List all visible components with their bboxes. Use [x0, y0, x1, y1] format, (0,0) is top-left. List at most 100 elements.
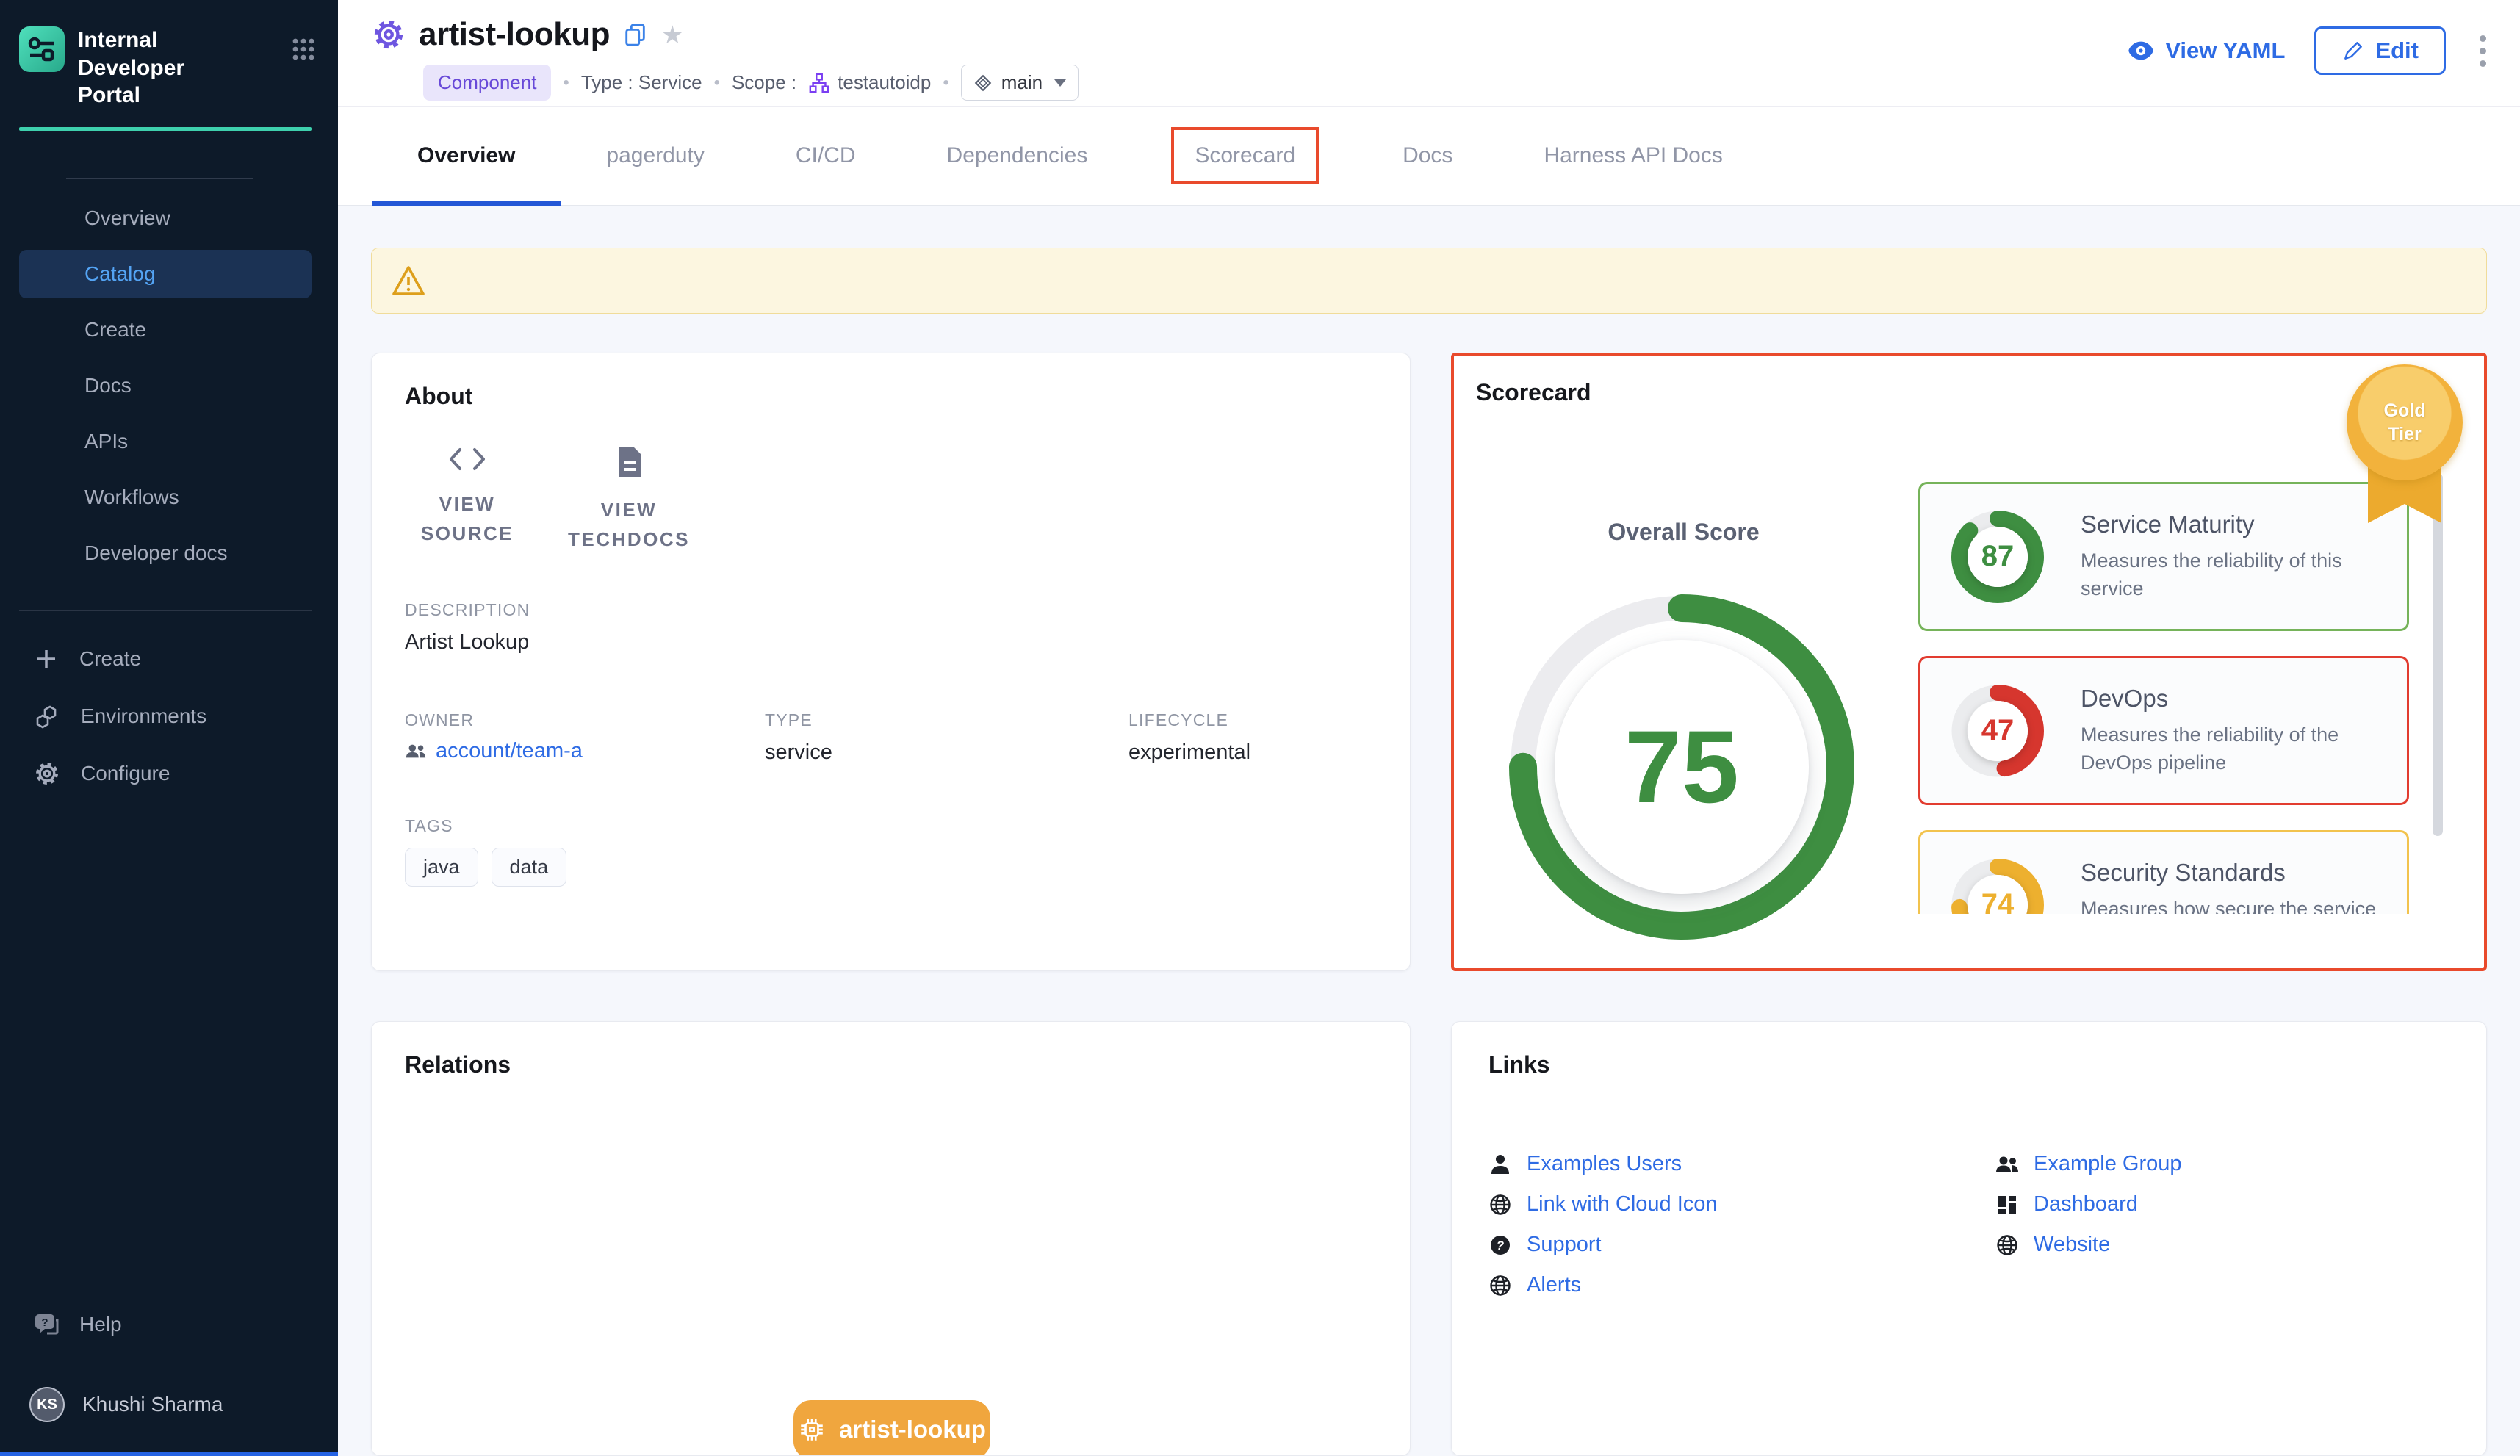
- sidebar-item-apis[interactable]: APIs: [84, 429, 129, 453]
- link-dashboard[interactable]: Dashboard: [1995, 1192, 2182, 1217]
- owner-link[interactable]: account/team-a: [405, 739, 765, 763]
- tags-label: TAGS: [405, 815, 453, 835]
- brand: Internal Developer Portal: [0, 0, 338, 109]
- sidebar-item-developer-docs[interactable]: Developer docs: [84, 541, 228, 564]
- plus-icon: [37, 649, 55, 668]
- security-standards-gauge: 74: [1943, 850, 2053, 914]
- svg-text:?: ?: [1497, 1239, 1505, 1253]
- view-source-button[interactable]: VIEW SOURCE: [405, 445, 530, 555]
- link-support[interactable]: ? Support: [1488, 1233, 1995, 1257]
- scorecard-checks-list: 87 Service Maturity Measures the reliabi…: [1918, 482, 2409, 914]
- tag-chip: data: [491, 847, 567, 887]
- link-examples-users[interactable]: Examples Users: [1488, 1152, 1995, 1176]
- more-options-kebab-icon[interactable]: [2475, 31, 2491, 71]
- sidebar-item-workflows[interactable]: Workflows: [84, 485, 179, 508]
- help-chat-icon: ?: [35, 1314, 59, 1335]
- user-icon: [1491, 1154, 1509, 1174]
- branch-value: main: [1001, 71, 1043, 93]
- description-value: Artist Lookup: [405, 630, 530, 654]
- tab-harness-api-docs[interactable]: Harness API Docs: [1544, 143, 1723, 167]
- kind-badge: Component: [423, 65, 552, 101]
- view-techdocs-button[interactable]: VIEW TECHDOCS: [566, 445, 691, 555]
- svg-text:?: ?: [41, 1316, 48, 1329]
- check-card-devops[interactable]: 47 DevOps Measures the reliability of th…: [1918, 656, 2409, 805]
- copy-icon[interactable]: [623, 22, 648, 47]
- links-card: Links Examples Users Link with Cloud Ico…: [1451, 1021, 2487, 1456]
- primary-nav: Overview Catalog Create Docs APIs Workfl…: [0, 190, 338, 581]
- sidebar: Internal Developer Portal Overview Catal…: [0, 0, 338, 1456]
- check-card-security-standards[interactable]: 74 Security Standards Measures how secur…: [1918, 830, 2409, 914]
- divider: [66, 177, 253, 179]
- brand-title: Internal Developer Portal: [78, 28, 185, 107]
- scorecard-card: Scorecard Overall Score 75: [1451, 353, 2487, 971]
- globe-icon: [1490, 1275, 1511, 1296]
- overall-score-gauge: 75: [1509, 594, 1854, 940]
- scope-label: Scope :: [731, 71, 797, 93]
- link-with-cloud-icon[interactable]: Link with Cloud Icon: [1488, 1192, 1995, 1217]
- dashboard-icon: [1998, 1195, 2016, 1214]
- links-title: Links: [1488, 1051, 1550, 1078]
- tab-docs[interactable]: Docs: [1403, 143, 1453, 167]
- help-icon: ?: [1491, 1235, 1510, 1255]
- apps-grid-icon[interactable]: [291, 37, 316, 62]
- tab-dependencies[interactable]: Dependencies: [946, 143, 1088, 167]
- link-website[interactable]: Website: [1995, 1233, 2182, 1257]
- edit-button[interactable]: Edit: [2314, 26, 2446, 75]
- group-icon: [406, 744, 426, 758]
- view-yaml-button[interactable]: View YAML: [2127, 37, 2285, 64]
- accent-rule: [19, 126, 312, 131]
- sidebar-item-create[interactable]: Create: [84, 317, 147, 341]
- about-card: About VIEW SOURCE: [371, 353, 1411, 971]
- group-icon: [1996, 1156, 2018, 1172]
- tier-label: Gold Tier: [2383, 400, 2426, 445]
- content: About VIEW SOURCE: [338, 206, 2520, 1456]
- scope-hierarchy-icon: [809, 73, 829, 93]
- star-icon[interactable]: ★: [660, 21, 684, 49]
- sidebar-action-environments[interactable]: Environments: [0, 688, 338, 745]
- branch-select[interactable]: main: [960, 65, 1079, 101]
- chip-icon: [801, 1419, 823, 1441]
- code-icon: [450, 448, 485, 470]
- bottom-accent-strip: [0, 1452, 338, 1456]
- secondary-nav: Create Environments Configure: [0, 630, 338, 802]
- sidebar-item-catalog[interactable]: Catalog: [19, 249, 312, 298]
- sidebar-footer: ? Help KS Khushi Sharma: [0, 1311, 338, 1456]
- overall-score-value: 75: [1624, 709, 1739, 824]
- harness-idp-logo: [19, 26, 65, 72]
- environments-icon: [36, 705, 57, 728]
- user-name: Khushi Sharma: [82, 1393, 223, 1416]
- link-example-group[interactable]: Example Group: [1995, 1152, 2182, 1176]
- lifecycle-value: experimental: [1128, 740, 1251, 764]
- globe-icon: [1997, 1234, 2017, 1255]
- check-card-service-maturity[interactable]: 87 Service Maturity Measures the reliabi…: [1918, 482, 2409, 631]
- sidebar-item-docs[interactable]: Docs: [84, 373, 132, 397]
- type-value: service: [765, 740, 832, 764]
- sidebar-item-overview[interactable]: Overview: [84, 206, 170, 229]
- help-button[interactable]: ? Help: [0, 1311, 338, 1338]
- relations-node-artist-lookup[interactable]: artist-lookup: [793, 1400, 990, 1455]
- owner-label: OWNER: [405, 710, 475, 729]
- scope-value: testautoidp: [838, 71, 932, 93]
- tab-overview[interactable]: Overview: [372, 107, 561, 206]
- tab-cicd[interactable]: CI/CD: [795, 143, 856, 167]
- gold-tier-ribbon: Gold Tier: [2344, 364, 2465, 533]
- ribbon-badge: Gold Tier: [2347, 364, 2463, 480]
- user-menu[interactable]: KS Khushi Sharma: [0, 1387, 338, 1422]
- scorecard-tab-annotation: Scorecard: [1171, 127, 1320, 184]
- page-title: artist-lookup: [419, 16, 610, 52]
- about-title: About: [405, 383, 473, 409]
- devops-gauge: 47: [1943, 676, 2053, 786]
- document-icon: [619, 447, 641, 477]
- avatar: KS: [29, 1387, 65, 1422]
- tab-pagerduty[interactable]: pagerduty: [606, 143, 705, 167]
- divider: [19, 610, 312, 611]
- sidebar-action-configure[interactable]: Configure: [0, 745, 338, 802]
- sidebar-action-create[interactable]: Create: [0, 630, 338, 688]
- service-maturity-gauge: 87: [1943, 502, 2053, 612]
- logo-glyph: [28, 37, 54, 62]
- checks-scrollbar[interactable]: [2433, 473, 2443, 836]
- tab-scorecard[interactable]: Scorecard: [1133, 107, 1357, 205]
- warning-icon: [392, 266, 425, 295]
- lifecycle-label: LIFECYCLE: [1128, 710, 1229, 729]
- link-alerts[interactable]: Alerts: [1488, 1273, 1995, 1297]
